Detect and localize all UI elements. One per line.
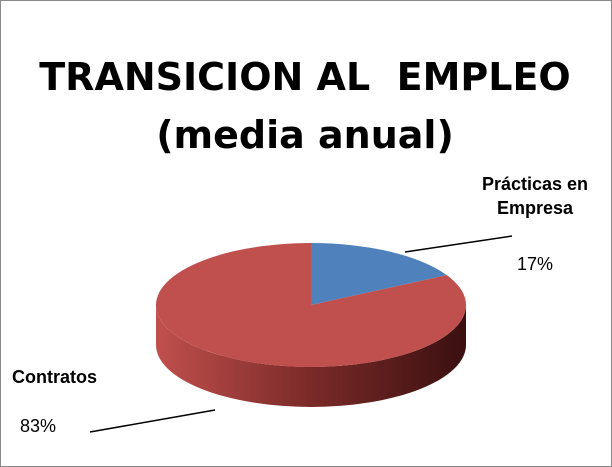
value-label: 17% <box>516 254 554 274</box>
value-label: 83% <box>20 416 57 436</box>
pie-side <box>156 305 466 407</box>
chart-subtitle: (media anual) <box>156 113 454 157</box>
category-label: Prácticas en Empresa <box>481 174 589 218</box>
leader-line <box>89 409 216 433</box>
leader-line <box>404 235 513 253</box>
pie-slice <box>155 243 466 367</box>
category-label: Contratos <box>12 367 97 387</box>
pie-slice <box>311 243 447 305</box>
chart-title: TRANSICION AL EMPLEO <box>39 55 570 99</box>
